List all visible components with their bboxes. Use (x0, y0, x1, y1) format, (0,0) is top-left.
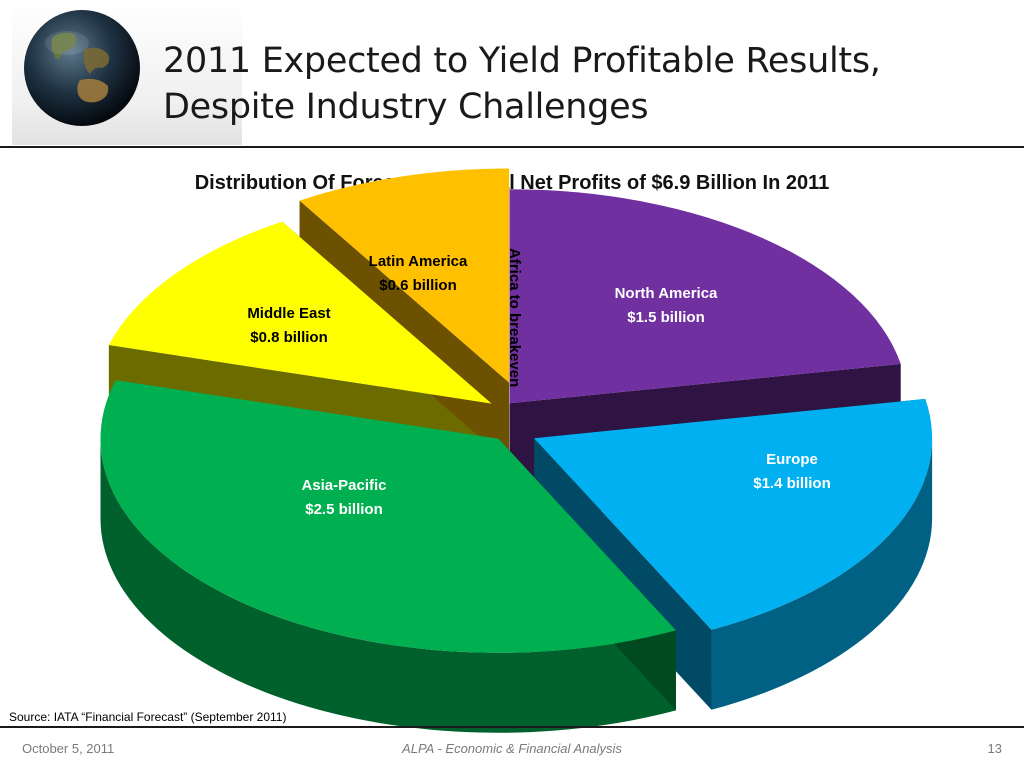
slice-value-latin-america: $0.6 billion (379, 277, 457, 294)
source-note: Source: IATA “Financial Forecast” (Septe… (9, 710, 287, 724)
page-number: 13 (987, 741, 1002, 756)
slice-label-europe: Europe (766, 451, 818, 468)
title-line-1: 2011 Expected to Yield Profitable Result… (163, 41, 881, 81)
page-title: 2011 Expected to Yield Profitable Result… (163, 38, 1003, 130)
slice-value-north-america: $1.5 billion (627, 309, 705, 326)
bottom-divider (0, 726, 1024, 728)
slice-asia-pacific (100, 380, 676, 653)
slice-side-europe (711, 438, 933, 710)
slice-label-asia-pacific: Asia-Pacific (301, 477, 386, 494)
slice-north-america (509, 189, 901, 404)
footer-center-text: ALPA - Economic & Financial Analysis (402, 741, 622, 756)
slice-label-latin-america: Latin America (369, 253, 468, 270)
slice-middle-east (108, 221, 492, 404)
globe-icon (24, 10, 140, 126)
slice-label-north-america: North America (615, 285, 718, 302)
slice-value-asia-pacific: $2.5 billion (305, 501, 383, 518)
title-line-2: Despite Industry Challenges (163, 87, 649, 127)
footer-date: October 5, 2011 (22, 741, 115, 756)
slice-label-middle-east: Middle East (247, 305, 330, 322)
slice-side-asia-pacific (100, 438, 676, 733)
pie-tops (100, 168, 933, 653)
slice-value-middle-east: $0.8 billion (250, 329, 328, 346)
slide-header: 2011 Expected to Yield Profitable Result… (0, 0, 1024, 148)
top-divider (0, 146, 1024, 148)
slice-europe (534, 398, 933, 630)
slice-label-africa: Africa to breakeven (506, 248, 523, 387)
slice-latin-america (299, 168, 510, 383)
slice-value-europe: $1.4 billion (753, 475, 831, 492)
